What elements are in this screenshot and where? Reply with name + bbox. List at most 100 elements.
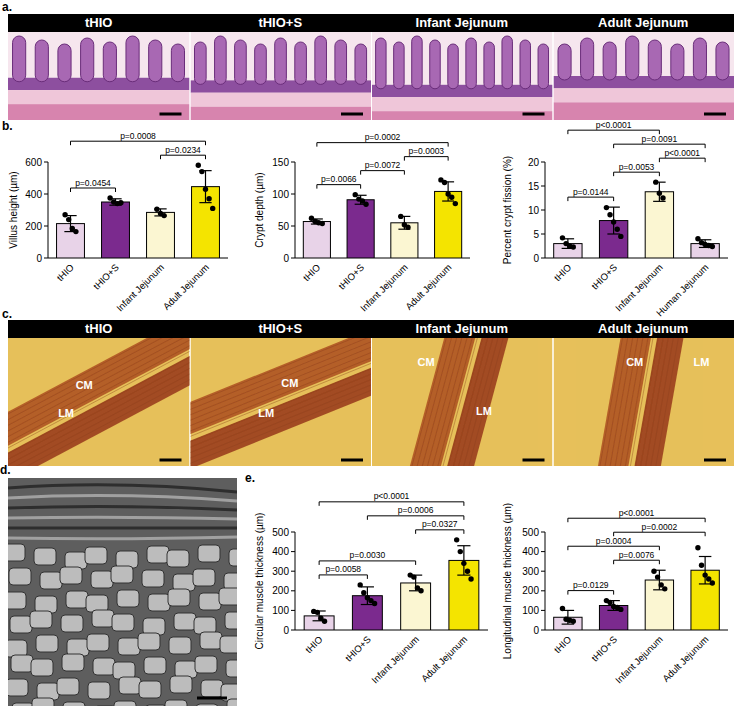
y-tick-label: 300 (272, 566, 289, 577)
scale-bar (523, 459, 545, 462)
bracket-end (404, 157, 405, 161)
y-tick (541, 186, 545, 187)
villus (235, 40, 247, 84)
x-tick-label: tHIO+S (336, 262, 366, 292)
y-axis (295, 162, 296, 258)
plot-marks (304, 537, 479, 630)
x-tick-label: Infant Jejunum (114, 262, 166, 314)
bracket-end (367, 516, 368, 520)
y-tick (541, 630, 545, 631)
x-tick-label: Infant Jejunum (358, 262, 410, 314)
data-point (357, 582, 362, 587)
fiber (191, 344, 372, 466)
fiber (380, 338, 484, 466)
bar (147, 212, 175, 258)
villus (275, 38, 287, 84)
cell (119, 677, 141, 694)
cell (66, 591, 88, 608)
significance-bracket: p=0.0327 (416, 519, 464, 534)
fiber (602, 338, 671, 466)
data-point (320, 221, 325, 226)
streak (8, 485, 237, 492)
villus (13, 36, 26, 82)
error-bar (199, 171, 211, 203)
y-tick-label: 300 (522, 566, 539, 577)
bar (303, 222, 330, 258)
bracket-line (71, 188, 116, 189)
cell (85, 547, 107, 564)
muscle (8, 104, 190, 120)
fiber (418, 338, 522, 466)
streak (8, 517, 237, 519)
y-tick-label: 0 (533, 253, 539, 264)
bar (554, 617, 582, 630)
cell (194, 617, 216, 634)
villus (716, 42, 729, 80)
bracket-end (415, 561, 416, 565)
bracket-end (705, 144, 706, 148)
x-tick-label: Infant Jejunum (613, 634, 665, 686)
fiber (394, 338, 498, 466)
p-value: p=0.0002 (642, 522, 678, 532)
y-tick (291, 532, 295, 533)
cell (117, 590, 139, 607)
longitudinal-muscle (611, 338, 706, 466)
bar (347, 200, 374, 258)
x-tick-label: tHIO (303, 634, 325, 656)
cell (220, 636, 237, 653)
error-bar (607, 601, 619, 611)
data-point (449, 195, 454, 200)
villus (448, 44, 458, 89)
p-value: p=0.0058 (325, 564, 361, 574)
bracket-end (613, 560, 614, 564)
data-point (662, 586, 667, 591)
y-tick-label: 400 (25, 189, 42, 200)
x-tick-label: tHIO (552, 634, 574, 656)
bar (57, 224, 85, 258)
image-header: Infant Jejunum (416, 15, 508, 30)
error-bar (361, 587, 374, 605)
data-point (418, 588, 423, 593)
y-tick-label: 200 (522, 585, 539, 596)
cell (174, 613, 196, 630)
cell (37, 683, 59, 700)
bracket-end (360, 185, 361, 189)
error-cap (699, 556, 711, 557)
streak (8, 506, 237, 510)
villus (538, 44, 548, 89)
y-tick (291, 194, 295, 195)
layer-label: CM (626, 356, 643, 368)
cell (114, 701, 136, 706)
y-tick (541, 551, 545, 552)
y-tick (541, 210, 545, 211)
data-point (363, 202, 368, 207)
significance-bracket: p=0.0002 (614, 522, 706, 537)
villus (394, 42, 404, 89)
bracket-line (367, 515, 464, 516)
p-value: p=0.0072 (365, 160, 401, 170)
bracket-end (613, 172, 614, 176)
scale-bar (704, 113, 726, 116)
cell (8, 592, 26, 609)
fiber (622, 338, 691, 466)
chart: 0200400600Villus height (µm)tHIOtHIO+SIn… (8, 131, 228, 314)
villus (295, 42, 307, 84)
panel-label: b. (2, 119, 13, 133)
bracket-end (448, 157, 449, 161)
error-cap (199, 202, 211, 203)
pentachrome-image (191, 338, 372, 466)
y-axis-label: Villus height (µm) (8, 171, 19, 248)
villus (484, 42, 494, 89)
bracket-end (567, 197, 568, 201)
panel-label: e. (245, 471, 255, 485)
error-bar (653, 182, 665, 201)
villus (603, 42, 616, 80)
p-value: p=0.0066 (321, 174, 357, 184)
bracket-end (316, 143, 317, 147)
y-tick-label: 500 (272, 527, 289, 538)
scale-bar (160, 459, 182, 462)
bracket-end (659, 158, 660, 162)
error-bar (457, 546, 470, 575)
y-tick (291, 162, 295, 163)
scale-bar (341, 459, 363, 462)
